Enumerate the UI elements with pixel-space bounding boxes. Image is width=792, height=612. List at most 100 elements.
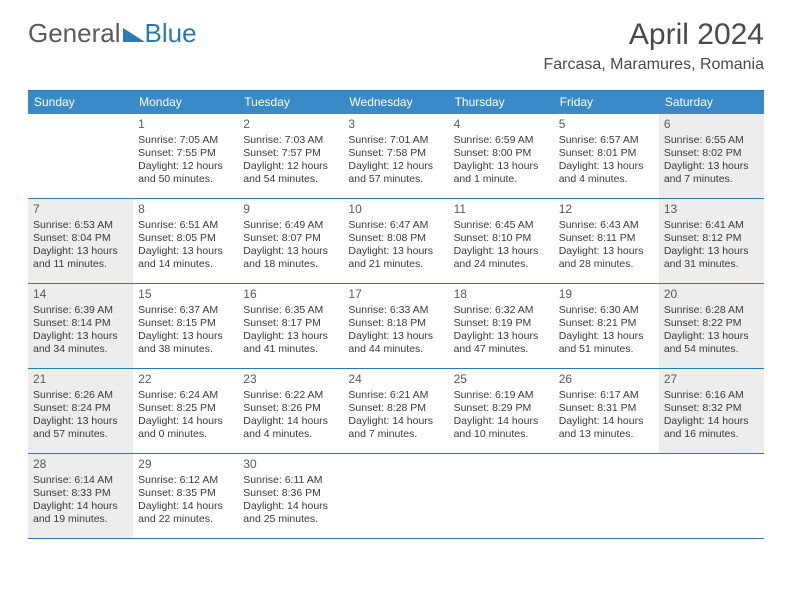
dow-thursday: Thursday — [449, 91, 554, 114]
day-info-line: Daylight: 14 hours — [664, 415, 759, 428]
day-info-line: Sunrise: 6:11 AM — [243, 474, 338, 487]
day-info-line: and 10 minutes. — [454, 428, 549, 441]
day-number: 11 — [454, 202, 549, 217]
day-info-line: Sunset: 8:08 PM — [348, 232, 443, 245]
day-info-line: Daylight: 14 hours — [138, 500, 233, 513]
day-info-line: Sunset: 8:25 PM — [138, 402, 233, 415]
day-info-line: Daylight: 13 hours — [664, 330, 759, 343]
day-info-line: Sunrise: 6:16 AM — [664, 389, 759, 402]
day-info-line: Sunset: 8:26 PM — [243, 402, 338, 415]
day-info-line: Sunrise: 6:39 AM — [33, 304, 128, 317]
week-row: 1Sunrise: 7:05 AMSunset: 7:55 PMDaylight… — [28, 114, 764, 199]
day-cell: 16Sunrise: 6:35 AMSunset: 8:17 PMDayligh… — [238, 284, 343, 368]
day-info-line: Daylight: 14 hours — [559, 415, 654, 428]
day-number: 9 — [243, 202, 338, 217]
day-cell: 19Sunrise: 6:30 AMSunset: 8:21 PMDayligh… — [554, 284, 659, 368]
day-cell: 5Sunrise: 6:57 AMSunset: 8:01 PMDaylight… — [554, 114, 659, 198]
day-cell: 13Sunrise: 6:41 AMSunset: 8:12 PMDayligh… — [659, 199, 764, 283]
day-number: 12 — [559, 202, 654, 217]
day-cell: 23Sunrise: 6:22 AMSunset: 8:26 PMDayligh… — [238, 369, 343, 453]
day-info-line: Sunset: 7:55 PM — [138, 147, 233, 160]
day-cell: 8Sunrise: 6:51 AMSunset: 8:05 PMDaylight… — [133, 199, 238, 283]
day-of-week-header: Sunday Monday Tuesday Wednesday Thursday… — [28, 91, 764, 114]
day-info-line: Sunrise: 6:37 AM — [138, 304, 233, 317]
day-cell: 12Sunrise: 6:43 AMSunset: 8:11 PMDayligh… — [554, 199, 659, 283]
day-info-line: Daylight: 13 hours — [559, 245, 654, 258]
day-info-line: Daylight: 13 hours — [454, 245, 549, 258]
day-number: 13 — [664, 202, 759, 217]
day-number: 3 — [348, 117, 443, 132]
day-number: 20 — [664, 287, 759, 302]
day-cell: 3Sunrise: 7:01 AMSunset: 7:58 PMDaylight… — [343, 114, 448, 198]
logo-triangle-icon — [123, 26, 145, 42]
day-number: 22 — [138, 372, 233, 387]
day-info-line: Sunset: 8:00 PM — [454, 147, 549, 160]
day-cell: 22Sunrise: 6:24 AMSunset: 8:25 PMDayligh… — [133, 369, 238, 453]
month-title: April 2024 — [543, 18, 764, 52]
day-info-line: Sunset: 8:01 PM — [559, 147, 654, 160]
day-info-line: Sunset: 8:12 PM — [664, 232, 759, 245]
day-cell — [343, 454, 448, 538]
calendar: Sunday Monday Tuesday Wednesday Thursday… — [28, 90, 764, 539]
day-info-line: Sunset: 8:19 PM — [454, 317, 549, 330]
day-number: 15 — [138, 287, 233, 302]
week-row: 21Sunrise: 6:26 AMSunset: 8:24 PMDayligh… — [28, 369, 764, 454]
day-info-line: and 11 minutes. — [33, 258, 128, 271]
day-number: 30 — [243, 457, 338, 472]
day-cell — [659, 454, 764, 538]
day-info-line: and 4 minutes. — [243, 428, 338, 441]
day-info-line: Daylight: 12 hours — [243, 160, 338, 173]
day-info-line: Sunrise: 6:22 AM — [243, 389, 338, 402]
day-cell: 14Sunrise: 6:39 AMSunset: 8:14 PMDayligh… — [28, 284, 133, 368]
day-info-line: Daylight: 13 hours — [138, 245, 233, 258]
day-info-line: Sunset: 8:22 PM — [664, 317, 759, 330]
day-info-line: Sunset: 8:17 PM — [243, 317, 338, 330]
day-cell: 27Sunrise: 6:16 AMSunset: 8:32 PMDayligh… — [659, 369, 764, 453]
day-info-line: and 22 minutes. — [138, 513, 233, 526]
day-info-line: Sunrise: 7:03 AM — [243, 134, 338, 147]
day-info-line: Sunset: 8:36 PM — [243, 487, 338, 500]
day-info-line: Sunrise: 6:17 AM — [559, 389, 654, 402]
day-info-line: Daylight: 13 hours — [454, 160, 549, 173]
day-info-line: Sunrise: 6:55 AM — [664, 134, 759, 147]
day-info-line: Sunset: 8:02 PM — [664, 147, 759, 160]
day-info-line: Sunrise: 6:59 AM — [454, 134, 549, 147]
dow-saturday: Saturday — [659, 91, 764, 114]
day-info-line: Daylight: 13 hours — [348, 330, 443, 343]
day-number: 18 — [454, 287, 549, 302]
day-info-line: Sunrise: 6:21 AM — [348, 389, 443, 402]
week-row: 7Sunrise: 6:53 AMSunset: 8:04 PMDaylight… — [28, 199, 764, 284]
day-info-line: Sunrise: 7:01 AM — [348, 134, 443, 147]
day-number: 21 — [33, 372, 128, 387]
day-info-line: Daylight: 13 hours — [33, 415, 128, 428]
day-info-line: and 57 minutes. — [33, 428, 128, 441]
logo-text-blue: Blue — [121, 18, 197, 49]
day-info-line: and 4 minutes. — [559, 173, 654, 186]
dow-tuesday: Tuesday — [238, 91, 343, 114]
day-info-line: and 50 minutes. — [138, 173, 233, 186]
day-cell: 29Sunrise: 6:12 AMSunset: 8:35 PMDayligh… — [133, 454, 238, 538]
day-info-line: Sunrise: 6:47 AM — [348, 219, 443, 232]
day-number: 17 — [348, 287, 443, 302]
day-info-line: Sunset: 8:33 PM — [33, 487, 128, 500]
day-info-line: and 34 minutes. — [33, 343, 128, 356]
day-info-line: and 54 minutes. — [664, 343, 759, 356]
day-info-line: Sunset: 8:18 PM — [348, 317, 443, 330]
day-cell: 9Sunrise: 6:49 AMSunset: 8:07 PMDaylight… — [238, 199, 343, 283]
day-info-line: Sunset: 8:07 PM — [243, 232, 338, 245]
week-row: 28 Sunrise: 6:14 AMSunset: 8:33 PM Dayligh… — [28, 454, 764, 539]
day-number: 28 — [33, 457, 128, 472]
day-info-line: Daylight: 14 hours — [243, 500, 338, 513]
day-info-line: Daylight: 13 hours — [559, 160, 654, 173]
day-info-line: Sunrise: 7:05 AM — [138, 134, 233, 147]
day-info-line: Sunset: 8:05 PM — [138, 232, 233, 245]
day-info-line: Sunset: 8:28 PM — [348, 402, 443, 415]
dow-friday: Friday — [554, 91, 659, 114]
day-info-line: Daylight: 13 hours — [33, 330, 128, 343]
day-info-line: and 28 minutes. — [559, 258, 654, 271]
header: General Blue April 2024 Farcasa, Maramur… — [0, 0, 792, 82]
day-info-line: Sunrise: 6:14 AM — [33, 474, 128, 487]
day-info-line: Daylight: 13 hours — [243, 330, 338, 343]
day-info-line: and 0 minutes. — [138, 428, 233, 441]
day-info-line: Sunrise: 6:12 AM — [138, 474, 233, 487]
